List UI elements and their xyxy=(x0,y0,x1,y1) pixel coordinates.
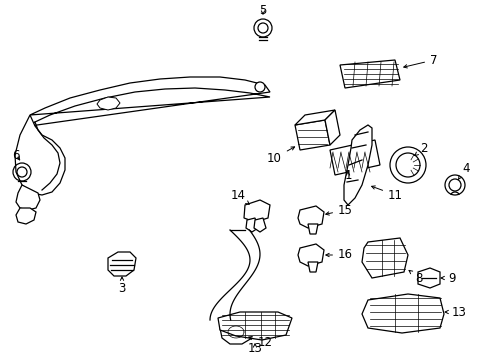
Text: 6: 6 xyxy=(12,149,20,162)
Text: 13: 13 xyxy=(247,342,263,355)
Polygon shape xyxy=(418,268,440,288)
Polygon shape xyxy=(298,244,324,266)
Text: 1: 1 xyxy=(344,168,352,181)
Text: 11: 11 xyxy=(371,186,403,202)
Polygon shape xyxy=(15,115,65,195)
Text: 16: 16 xyxy=(326,248,353,261)
Polygon shape xyxy=(344,125,372,205)
Polygon shape xyxy=(295,110,335,125)
Polygon shape xyxy=(308,224,318,234)
Circle shape xyxy=(255,82,265,92)
Text: 10: 10 xyxy=(267,147,294,165)
Polygon shape xyxy=(108,252,136,276)
Polygon shape xyxy=(30,77,270,126)
Polygon shape xyxy=(325,110,340,145)
Polygon shape xyxy=(362,238,408,278)
Polygon shape xyxy=(298,206,324,228)
Polygon shape xyxy=(97,97,120,110)
Polygon shape xyxy=(16,185,40,210)
Polygon shape xyxy=(362,294,444,333)
Text: 14: 14 xyxy=(230,189,249,204)
Polygon shape xyxy=(244,200,270,222)
Text: 5: 5 xyxy=(259,4,267,17)
Polygon shape xyxy=(308,262,318,272)
Text: 4: 4 xyxy=(458,162,469,180)
Text: 2: 2 xyxy=(415,141,427,156)
Polygon shape xyxy=(340,60,400,88)
Text: 9: 9 xyxy=(441,271,456,284)
Text: 13: 13 xyxy=(445,306,467,319)
Text: 7: 7 xyxy=(404,54,438,68)
Text: 8: 8 xyxy=(409,270,422,284)
Polygon shape xyxy=(295,120,330,150)
Polygon shape xyxy=(254,218,266,232)
Polygon shape xyxy=(16,208,36,224)
Circle shape xyxy=(390,147,426,183)
Text: 3: 3 xyxy=(118,277,126,294)
Text: 12: 12 xyxy=(249,336,273,348)
Polygon shape xyxy=(246,218,258,232)
Polygon shape xyxy=(330,140,380,175)
Polygon shape xyxy=(218,312,292,340)
Text: 15: 15 xyxy=(326,203,353,216)
